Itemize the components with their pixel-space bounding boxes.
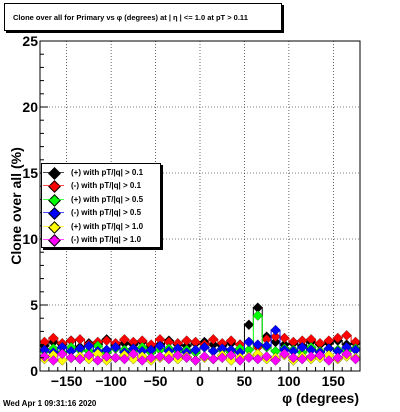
timestamp: Wed Apr 1 09:31:16 2020 [3, 399, 97, 408]
y-tick-label: 5 [30, 297, 38, 313]
data-point [101, 335, 112, 346]
data-point [341, 330, 352, 341]
data-point [154, 340, 166, 352]
data-point [323, 355, 335, 366]
data-point [57, 348, 68, 360]
legend-label: (-) with pT/|q| > 0.1 [71, 181, 142, 190]
y-tick-label: 20 [22, 99, 38, 115]
x-tick-label: −150 [51, 373, 83, 389]
data-point [74, 353, 86, 365]
x-tick-label: 100 [277, 373, 301, 389]
y-tick-label: 25 [22, 33, 38, 49]
data-point [270, 355, 281, 366]
data-point [154, 351, 166, 362]
data-point [243, 319, 255, 331]
data-point [101, 351, 112, 362]
legend-entry: (+) with pT/|q| > 0.1 [43, 166, 144, 178]
data-point [128, 348, 139, 360]
x-tick-label: −50 [144, 373, 168, 389]
series-6 [39, 348, 361, 366]
data-point [181, 335, 192, 346]
data-point [110, 352, 121, 364]
legend-label: (-) with pT/|q| > 1.0 [71, 235, 142, 244]
data-point [48, 355, 59, 366]
x-axis-label: φ (degrees) [282, 390, 359, 406]
data-point [92, 355, 103, 366]
data-point [341, 348, 352, 360]
data-point [297, 342, 308, 353]
ticks: −150 −100 −50 0 50 100 150 0 5 10 15 20 25 [22, 33, 352, 389]
legend-label: (+) with pT/|q| > 1.0 [71, 221, 144, 231]
data-point [261, 351, 272, 362]
data-point [297, 353, 308, 365]
x-tick-label: 150 [322, 373, 346, 389]
data-point [243, 336, 255, 348]
data-point [145, 352, 157, 364]
legend-marker-icon [43, 207, 64, 218]
x-tick-label: −100 [95, 373, 127, 389]
data-point [225, 355, 237, 366]
data-point [119, 334, 130, 345]
data-point [137, 355, 148, 366]
legend-marker-icon [43, 234, 64, 245]
x-tick-label: 50 [237, 373, 253, 389]
data-point [208, 353, 219, 365]
data-point [39, 351, 50, 362]
data-point [190, 355, 201, 366]
data-point [332, 352, 343, 364]
legend-entry: (+) with pT/|q| > 0.5 [43, 193, 144, 205]
data-point [83, 349, 95, 361]
x-tick-label: 0 [196, 373, 204, 389]
data-point [57, 355, 68, 366]
chart-title-text: Clone over all for Primary vs φ (degrees… [13, 12, 248, 22]
data-point [252, 310, 263, 321]
legend-label: (-) with pT/|q| > 0.5 [71, 208, 142, 217]
data-point [234, 355, 246, 366]
chart-title: Clone over all for Primary vs φ (degrees… [4, 3, 282, 31]
legend-label: (+) with pT/|q| > 0.1 [71, 167, 144, 177]
series-layer [39, 302, 361, 366]
legend-entry: (-) with pT/|q| > 0.1 [43, 180, 142, 192]
data-point [65, 352, 77, 364]
data-point [261, 340, 272, 352]
legend-entry: (-) with pT/|q| > 1.0 [43, 234, 142, 246]
y-axis-label: Clone over all (%) [8, 147, 24, 264]
data-point [199, 351, 210, 362]
data-point [270, 324, 281, 336]
y-tick-label: 15 [22, 165, 38, 181]
data-point [225, 349, 237, 361]
legend-marker-icon [43, 167, 64, 178]
legend-entry: (-) with pT/|q| > 0.5 [43, 207, 142, 219]
data-point [332, 332, 343, 344]
data-point [279, 332, 290, 344]
data-point [243, 352, 255, 364]
data-point [305, 351, 317, 362]
data-point [110, 342, 121, 353]
data-point [163, 353, 175, 365]
data-point [172, 349, 183, 361]
data-point [279, 348, 290, 360]
legend-entry: (+) with pT/|q| > 1.0 [43, 220, 144, 232]
legend-marker-icon [43, 221, 64, 232]
data-point [48, 332, 59, 344]
data-point [190, 344, 201, 356]
data-point [181, 352, 192, 364]
y-tick-label: 0 [30, 363, 38, 379]
data-point [252, 353, 263, 365]
legend-label: (+) with pT/|q| > 0.5 [71, 194, 144, 204]
data-point [270, 331, 281, 342]
data-point [314, 349, 326, 361]
data-point [217, 352, 228, 364]
legend-marker-icon [43, 180, 64, 191]
data-point [128, 353, 139, 365]
data-point [208, 334, 219, 345]
data-point [119, 353, 130, 365]
data-point [74, 334, 86, 345]
legend-marker-icon [43, 194, 64, 205]
data-point [288, 352, 299, 364]
legend: (+) with pT/|q| > 0.1 (-) with pT/|q| > 0… [41, 163, 161, 248]
y-tick-label: 10 [22, 231, 38, 247]
data-point [350, 353, 361, 365]
